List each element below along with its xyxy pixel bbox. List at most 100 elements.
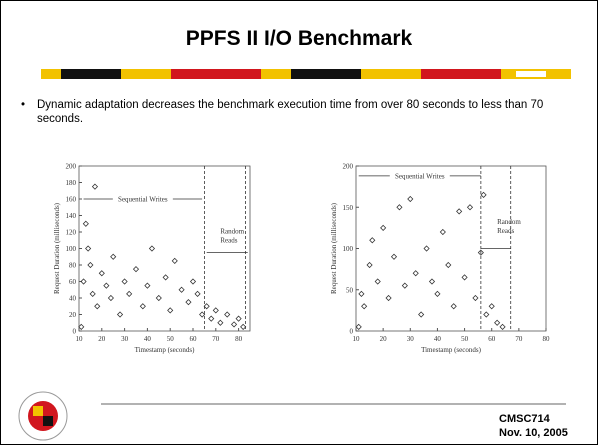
point: [480, 191, 487, 198]
point: [212, 307, 219, 314]
y-tick-label: 0: [73, 328, 77, 336]
point: [483, 311, 490, 318]
point: [235, 315, 242, 322]
label-bg: [114, 194, 171, 203]
point: [472, 294, 479, 302]
plot-frame: [78, 165, 251, 332]
point: [87, 261, 94, 269]
point: [466, 204, 474, 211]
point: [230, 321, 238, 328]
point: [167, 307, 174, 314]
y-axis-label: Request Duration (milliseconds): [330, 202, 338, 294]
point: [456, 208, 463, 215]
point: [121, 278, 128, 285]
point: [477, 249, 484, 256]
point: [412, 270, 419, 277]
x-tick-label: 20: [380, 335, 388, 343]
point: [107, 294, 114, 302]
point: [110, 253, 117, 260]
y-tick-label: 100: [66, 245, 77, 253]
slide-title: PPFS II I/O Benchmark: [185, 27, 413, 50]
point: [203, 303, 210, 310]
y-tick-label: 200: [66, 163, 77, 171]
point: [82, 220, 89, 227]
point: [155, 294, 162, 302]
annotation: Random Reads: [220, 228, 244, 245]
course: CMSC714: [499, 413, 550, 425]
x-axis-label: Timestamp (seconds): [135, 346, 195, 354]
x-tick-label: 50: [167, 335, 175, 343]
point: [116, 311, 124, 318]
x-tick-label: 10: [353, 335, 361, 343]
point: [401, 282, 408, 289]
y-tick-label: 120: [66, 229, 77, 237]
annotation: Sequential Writes: [395, 172, 445, 180]
x-tick-label: 40: [144, 335, 152, 343]
x-tick-label: 40: [434, 335, 442, 343]
x-tick-label: 10: [76, 335, 84, 343]
point: [494, 319, 501, 326]
point: [369, 237, 376, 244]
point: [139, 303, 146, 310]
point: [91, 183, 99, 190]
point: [194, 290, 201, 297]
point: [407, 195, 414, 203]
point: [132, 266, 140, 273]
y-tick-label: 200: [343, 163, 354, 171]
point: [374, 278, 381, 285]
point: [385, 294, 392, 302]
point: [358, 290, 365, 297]
point: [355, 323, 362, 330]
y-tick-label: 50: [346, 286, 354, 294]
point: [78, 323, 85, 330]
point: [439, 228, 446, 236]
point: [171, 257, 178, 264]
x-tick-label: 60: [190, 335, 198, 343]
y-tick-label: 100: [343, 245, 354, 253]
point: [240, 323, 247, 330]
point: [488, 303, 495, 310]
bullet: Dynamic adaptation decreases the benchma…: [21, 98, 557, 126]
x-tick-label: 30: [407, 335, 415, 343]
point: [380, 224, 387, 231]
y-tick-label: 150: [343, 204, 354, 212]
point: [208, 315, 215, 322]
annotation: Sequential Writes: [118, 196, 168, 204]
logo: [18, 391, 68, 441]
y-tick-label: 80: [69, 262, 77, 270]
y-tick-label: 20: [69, 311, 77, 319]
point: [361, 303, 368, 310]
x-tick-label: 80: [235, 335, 243, 343]
point: [85, 245, 92, 252]
annotation: Random Reads: [497, 218, 521, 235]
point: [199, 311, 206, 318]
point: [450, 303, 457, 310]
point: [224, 311, 231, 318]
x-tick-label: 70: [515, 335, 523, 343]
point: [418, 311, 425, 318]
x-tick-label: 80: [543, 335, 551, 343]
x-tick-label: 50: [461, 335, 469, 343]
point: [98, 270, 105, 277]
point: [148, 245, 156, 252]
point: [390, 253, 398, 260]
x-tick-label: 20: [98, 335, 106, 343]
x-tick-label: 70: [212, 335, 220, 343]
x-tick-label: 30: [121, 335, 129, 343]
point: [185, 299, 192, 306]
flag-stripe: [41, 69, 571, 79]
point: [434, 290, 441, 297]
y-tick-label: 60: [69, 278, 77, 286]
point: [461, 274, 468, 281]
point: [445, 261, 452, 269]
point: [162, 274, 169, 281]
x-axis-label: Timestamp (seconds): [421, 346, 481, 354]
y-tick-label: 40: [69, 295, 77, 303]
point: [396, 204, 403, 211]
y-tick-label: 0: [350, 328, 354, 336]
point: [89, 290, 96, 297]
point: [94, 303, 101, 310]
point: [189, 278, 197, 285]
point: [499, 323, 506, 330]
